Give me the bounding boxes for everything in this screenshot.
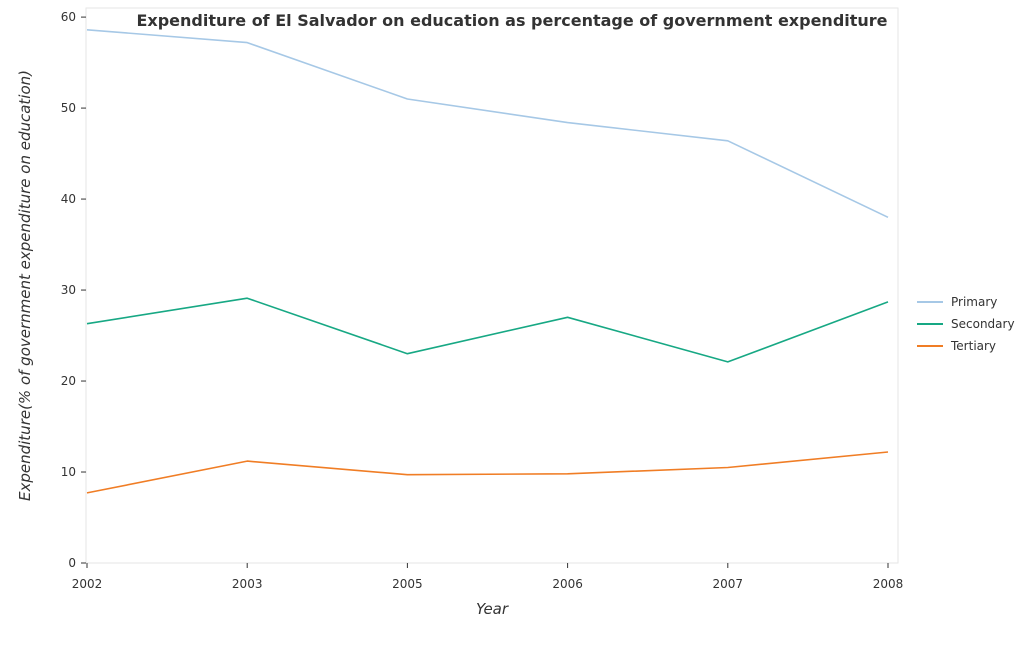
x-tick-label: 2008 [873, 577, 904, 591]
x-tick-label: 2005 [392, 577, 423, 591]
series-line [87, 452, 888, 493]
x-tick-label: 2003 [232, 577, 263, 591]
x-tick-label: 2007 [713, 577, 744, 591]
y-tick-label: 40 [61, 192, 76, 206]
x-axis: 2002 2003 2005 2006 2007 2008 [72, 563, 904, 591]
legend-label: Tertiary [950, 339, 996, 353]
y-tick-label: 10 [61, 465, 76, 479]
series-line [87, 298, 888, 362]
x-tick-label: 2002 [72, 577, 103, 591]
y-axis-label: Expenditure(% of government expenditure … [16, 70, 34, 501]
series-tertiary [87, 452, 888, 493]
x-axis-label: Year [476, 600, 509, 618]
legend-label: Primary [951, 295, 997, 309]
plot-area [86, 8, 898, 563]
series-layer [87, 30, 888, 493]
series-secondary [87, 298, 888, 362]
legend-label: Secondary [951, 317, 1015, 331]
legend: Primary Secondary Tertiary [917, 295, 1015, 353]
series-primary [87, 30, 888, 218]
y-tick-label: 30 [61, 283, 76, 297]
y-axis: 0 10 20 30 40 50 60 [61, 8, 86, 570]
y-tick-label: 0 [68, 556, 76, 570]
chart-title: Expenditure of El Salvador on education … [136, 11, 887, 30]
y-tick-label: 20 [61, 374, 76, 388]
y-tick-label: 60 [61, 10, 76, 24]
x-tick-label: 2006 [552, 577, 583, 591]
y-tick-label: 50 [61, 101, 76, 115]
series-line [87, 30, 888, 218]
